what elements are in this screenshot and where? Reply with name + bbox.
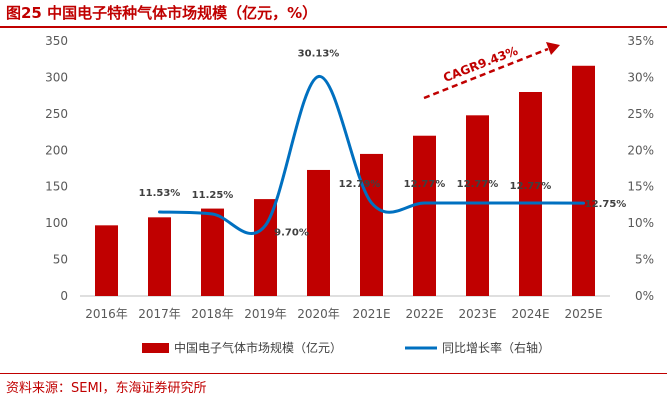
source-divider bbox=[0, 373, 667, 374]
bar bbox=[201, 208, 224, 296]
y-left-tick-label: 0 bbox=[60, 289, 68, 303]
x-tick-label: 2018年 bbox=[191, 307, 234, 321]
legend-bar-swatch bbox=[142, 343, 169, 353]
cagr-arrow-head-icon bbox=[546, 42, 560, 55]
bar bbox=[148, 217, 171, 296]
x-tick-label: 2019年 bbox=[244, 307, 287, 321]
source-note: 资料来源：SEMI，东海证券研究所 bbox=[6, 381, 207, 396]
line-data-label: 30.13% bbox=[298, 48, 340, 59]
x-tick-label: 2017年 bbox=[138, 307, 181, 321]
bar bbox=[254, 199, 277, 296]
y-right-tick-label: 10% bbox=[627, 216, 654, 230]
x-tick-label: 2020年 bbox=[297, 307, 340, 321]
line-data-label: 11.25% bbox=[192, 190, 234, 201]
line-data-label: 11.53% bbox=[139, 188, 181, 199]
bar bbox=[360, 153, 383, 296]
line-data-label: 12.77% bbox=[457, 179, 499, 190]
cagr-arrow-line bbox=[423, 47, 549, 100]
chart-svg: 0 50 100 150 200 250 300 350 0% 5% 10% 15% 20% 25% 30%… bbox=[45, 34, 654, 355]
y-left-tick-label: 250 bbox=[45, 107, 68, 121]
line-data-label: 12.79% bbox=[339, 179, 381, 190]
y-left-tick-label: 200 bbox=[45, 143, 68, 157]
bar bbox=[413, 135, 436, 296]
x-tick-label: 2016年 bbox=[85, 307, 128, 321]
y-right-tick-label: 35% bbox=[627, 34, 654, 48]
x-tick-label: 2021E bbox=[352, 307, 390, 321]
line-data-label: 12.77% bbox=[404, 179, 446, 190]
bar bbox=[519, 92, 542, 296]
legend-line-label: 同比增长率（右轴） bbox=[442, 340, 550, 355]
bar bbox=[307, 169, 330, 296]
y-left-tick-label: 350 bbox=[45, 34, 68, 48]
y-right-tick-label: 5% bbox=[635, 253, 654, 267]
bar bbox=[572, 65, 595, 297]
legend-bar-label: 中国电子气体市场规模（亿元） bbox=[174, 340, 342, 355]
bar bbox=[95, 225, 118, 296]
line-data-label: 12.75% bbox=[585, 199, 627, 210]
line-data-label: 9.70% bbox=[274, 227, 309, 238]
x-tick-label: 2025E bbox=[564, 307, 602, 321]
y-right-tick-label: 0% bbox=[635, 289, 654, 303]
y-right-tick-label: 25% bbox=[627, 107, 654, 121]
growth-rate-line bbox=[158, 75, 585, 235]
x-tick-label: 2024E bbox=[511, 307, 549, 321]
y-left-tick-label: 50 bbox=[53, 253, 68, 267]
x-tick-label: 2022E bbox=[405, 307, 443, 321]
y-left-tick-label: 150 bbox=[45, 180, 68, 194]
x-tick-label: 2023E bbox=[458, 307, 496, 321]
title-divider bbox=[0, 26, 667, 28]
bar bbox=[466, 115, 489, 296]
y-right-tick-label: 15% bbox=[627, 180, 654, 194]
y-left-tick-label: 100 bbox=[45, 216, 68, 230]
line-data-label: 12.77% bbox=[510, 181, 552, 192]
chart-title: 图25 中国电子特种气体市场规模（亿元，%） bbox=[6, 4, 318, 22]
y-right-tick-label: 30% bbox=[627, 70, 654, 84]
y-right-tick-label: 20% bbox=[627, 143, 654, 157]
y-left-tick-label: 300 bbox=[45, 70, 68, 84]
